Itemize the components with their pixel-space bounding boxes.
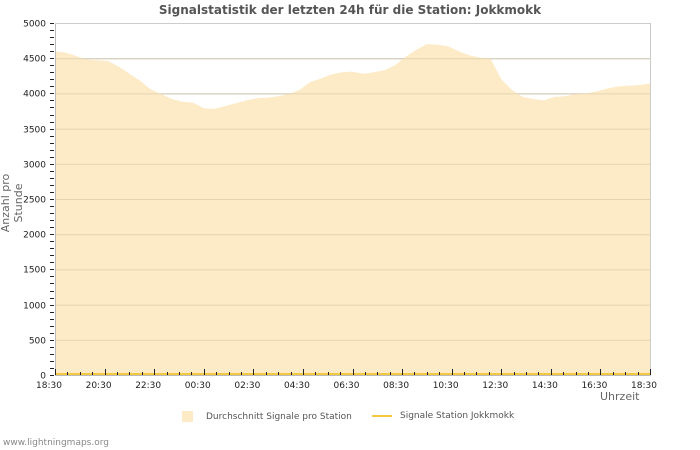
- svg-text:22:30: 22:30: [135, 381, 161, 391]
- svg-text:08:30: 08:30: [383, 381, 409, 391]
- svg-text:500: 500: [29, 337, 46, 347]
- svg-text:04:30: 04:30: [284, 381, 310, 391]
- legend-label-station: Signale Station Jokkmokk: [400, 411, 515, 421]
- svg-text:18:30: 18:30: [631, 381, 657, 391]
- svg-text:3000: 3000: [23, 161, 46, 171]
- legend: Durchschnitt Signale pro Station Signale…: [0, 411, 700, 427]
- footer-url: www.lightningmaps.org: [3, 438, 109, 448]
- axes: [55, 23, 651, 376]
- x-axis-ticks: 18:30 20:30 22:30 00:30 02:30 04:30 06:30 08:30…: [36, 369, 657, 391]
- line-swatch-icon: [372, 415, 392, 417]
- svg-text:0: 0: [40, 372, 46, 382]
- svg-text:4500: 4500: [23, 55, 46, 65]
- svg-text:18:30: 18:30: [36, 381, 62, 391]
- svg-text:10:30: 10:30: [433, 381, 459, 391]
- svg-text:5000: 5000: [23, 20, 46, 30]
- average-area: [55, 44, 650, 375]
- svg-text:1000: 1000: [23, 302, 46, 312]
- svg-text:1500: 1500: [23, 266, 46, 276]
- chart-title: Signalstatistik der letzten 24h für die …: [158, 3, 542, 17]
- area-swatch-icon: [182, 411, 193, 422]
- y-axis-label: Anzahl pro Stunde: [0, 173, 25, 233]
- svg-text:20:30: 20:30: [86, 381, 112, 391]
- svg-text:12:30: 12:30: [482, 381, 508, 391]
- svg-text:06:30: 06:30: [334, 381, 360, 391]
- svg-text:3500: 3500: [23, 126, 46, 136]
- y-axis-ticks: 0 500 1000 1500 2000 2500 3000 3500 4000 4500 5000: [23, 20, 54, 382]
- svg-text:02:30: 02:30: [234, 381, 260, 391]
- legend-item-average: Durchschnitt Signale pro Station: [182, 411, 352, 422]
- x-axis-label: Uhrzeit: [600, 390, 640, 403]
- svg-text:4000: 4000: [23, 90, 46, 100]
- svg-text:16:30: 16:30: [581, 381, 607, 391]
- legend-label-average: Durchschnitt Signale pro Station: [206, 411, 352, 422]
- svg-text:14:30: 14:30: [532, 381, 558, 391]
- legend-item-station: Signale Station Jokkmokk: [372, 411, 514, 421]
- svg-text:00:30: 00:30: [185, 381, 211, 391]
- svg-text:2500: 2500: [23, 196, 46, 206]
- svg-text:2000: 2000: [23, 231, 46, 241]
